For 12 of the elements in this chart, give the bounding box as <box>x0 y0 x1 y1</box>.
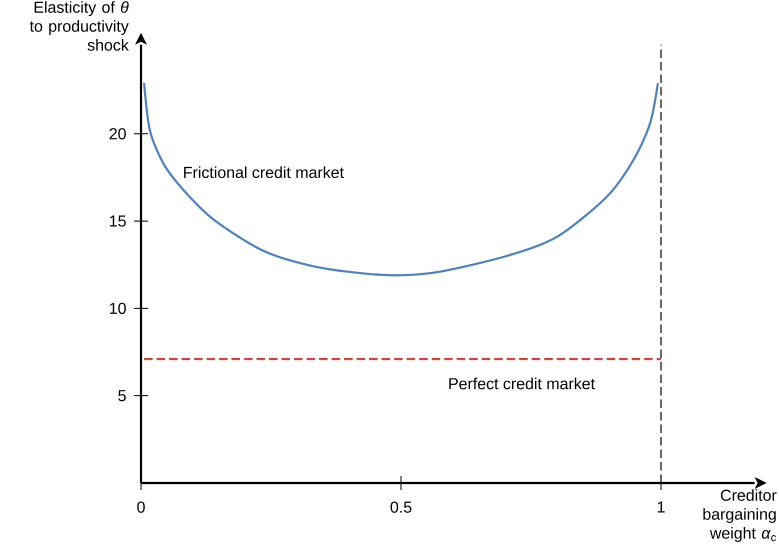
y-tick-label: 15 <box>110 216 126 227</box>
x-axis-title: Creditor bargaining weight α$_{c}$ <box>703 489 777 542</box>
y-tick-label: 20 <box>110 128 126 140</box>
series-label: Perfect credit market <box>449 378 595 390</box>
series-label: Frictional credit market <box>184 166 344 178</box>
y-tick-label: 5 <box>118 390 126 402</box>
x-tick-label: 0 <box>137 502 145 513</box>
x-tick-label: 0.5 <box>390 502 412 513</box>
y-axis-title: Elasticity of θ to productivity shock <box>30 1 129 51</box>
x-tick-label: 1 <box>658 501 665 512</box>
line-series <box>143 82 659 276</box>
y-tick-label: 10 <box>110 302 126 314</box>
